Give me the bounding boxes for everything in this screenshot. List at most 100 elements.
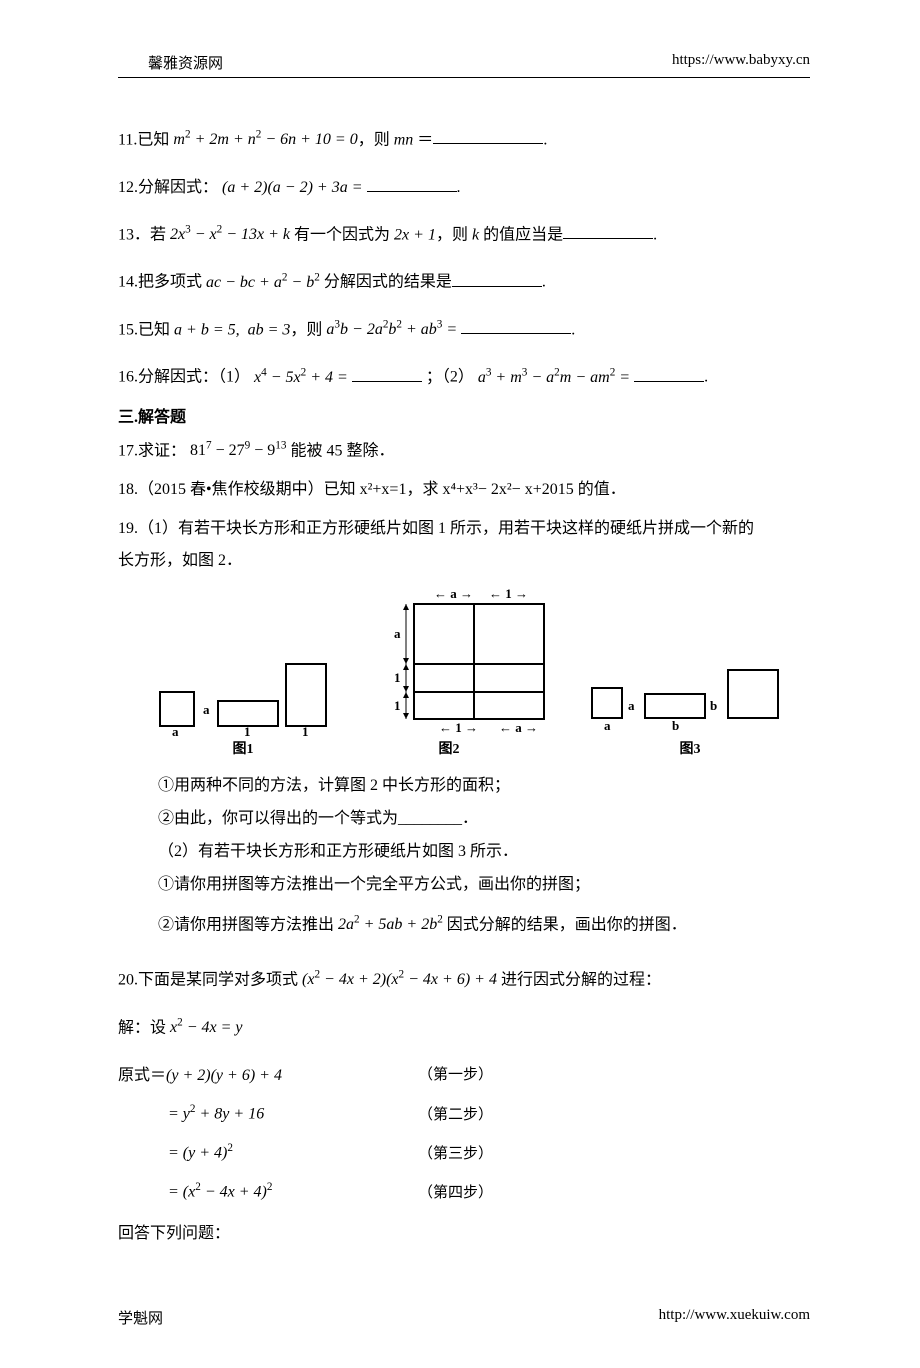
page-footer: 学魁网 http://www.xuekuiw.com [118,1307,810,1328]
p19-s5: ②请你用拼图等方法推出 2a2 + 5ab + 2b2 因式分解的结果，画出你的… [158,911,810,939]
sol4-step: （第四步） [418,1181,493,1202]
footer-right: http://www.xuekuiw.com [659,1307,810,1328]
p20-set: 解：设 x2 − 4x = y [118,1014,810,1042]
svg-text:1: 1 [244,724,251,736]
svg-text:1: 1 [302,724,309,736]
svg-text:← 1 →: ← 1 → [489,586,528,601]
figure-1: a a 1 1 图1 [158,646,328,758]
p14-expr: ac − bc + a2 − b2 [206,274,320,291]
problem-15: 15.已知 a + b = 5, ab = 3，则 a3b − 2a2b2 + … [118,316,810,344]
solution-block: 原式＝(y + 2)(y + 6) + 4 （第一步） = y2 + 8y + … [118,1061,810,1202]
p12-expr: (a + 2)(a − 2) + 3a = [222,179,363,196]
p20-expr: (x2 − 4x + 2)(x2 − 4x + 6) + 4 [302,971,497,988]
p15-expr1: a + b = 5, ab = 3 [174,321,290,338]
p17-expr: 817 − 279 − 913 [190,442,286,459]
header-left: 馨雅资源网 [118,52,223,73]
p16-expr1: x4 − 5x2 + 4 = [254,369,348,386]
p16-blank1 [352,366,422,382]
p19-s2: ②由此，你可以得出的一个等式为________． [158,805,810,832]
page: 馨雅资源网 https://www.babyxy.cn 11.已知 m2 + 2… [0,0,920,1368]
sol2-step: （第二步） [418,1103,493,1124]
figure-2-label: 图2 [334,738,564,758]
p16-mid: ；（2） [426,369,474,386]
p11-pre: 11.已知 [118,131,169,148]
p13-expr2: 2x + 1 [394,226,436,243]
solution-line-1: 原式＝(y + 2)(y + 6) + 4 （第一步） [118,1061,810,1085]
svg-text:1: 1 [394,698,401,713]
sol3-expr: = (y + 4)2 [118,1142,418,1162]
sol1-expr: 原式＝(y + 2)(y + 6) + 4 [118,1061,418,1085]
p13-blank [563,223,653,239]
p15-blank [461,318,571,334]
p19-s5-post: 因式分解的结果，画出你的拼图． [447,916,687,933]
p16-expr2: a3 + m3 − a2m − am2 = [478,369,630,386]
p20-set-pre: 解：设 [118,1019,166,1036]
problem-20: 20.下面是某同学对多项式 (x2 − 4x + 2)(x2 − 4x + 6)… [118,966,810,994]
svg-text:← a →: ← a → [499,720,538,735]
p14-post: 分解因式的结果是 [324,274,452,291]
p13-mid2: ，则 [436,226,468,243]
p12-blank [367,176,457,192]
svg-text:← a →: ← a → [434,586,473,601]
sol3-step: （第三步） [418,1142,493,1163]
p19-s5-pre: ②请你用拼图等方法推出 [158,916,334,933]
figure-1-label: 图1 [158,738,328,758]
sol4-expr: = (x2 − 4x + 4)2 [118,1181,418,1201]
figure-3: a b a b 图3 [590,656,790,758]
p17-pre: 17.求证： [118,442,186,459]
p14-blank [452,271,542,287]
problem-19-l1: 19.（1）有若干块长方形和正方形硬纸片如图 1 所示，用若干块这样的硬纸片拼成… [118,515,810,542]
page-header: 馨雅资源网 https://www.babyxy.cn [118,52,810,78]
problem-11: 11.已知 m2 + 2m + n2 − 6n + 10 = 0，则 mn ＝. [118,126,810,154]
p20-ask: 回答下列问题： [118,1220,810,1247]
figure-row: a a 1 1 图1 ← a → ← 1 → a [158,586,810,758]
p13-var: k [472,226,479,243]
sol1-pre: 原式＝ [118,1067,166,1084]
section-3-title: 三.解答题 [118,403,810,427]
p19-s5-expr: 2a2 + 5ab + 2b2 [338,916,443,933]
p15-pre: 15.已知 [118,321,170,338]
problem-12: 12.分解因式： (a + 2)(a − 2) + 3a = . [118,174,810,201]
p16-blank2 [634,366,704,382]
svg-text:1: 1 [394,670,401,685]
p20-post: 进行因式分解的过程： [501,971,661,988]
svg-text:a: a [628,698,635,713]
p16-pre: 16.分解因式：（1） [118,369,250,386]
figure-2-svg: ← a → ← 1 → a 1 1 ← 1 → ← a → [334,586,564,736]
p20-pre: 20.下面是某同学对多项式 [118,971,298,988]
p11-blank [433,128,543,144]
sol1-step: （第一步） [418,1063,493,1084]
figure-1-svg: a a 1 1 [158,646,328,736]
footer-left: 学魁网 [118,1307,163,1328]
p11-mid: ，则 [358,131,390,148]
svg-text:a: a [604,718,611,733]
svg-text:b: b [672,718,679,733]
svg-text:← 1 →: ← 1 → [439,720,478,735]
figure-2: ← a → ← 1 → a 1 1 ← 1 → ← a → [334,586,564,758]
p11-expr: m2 + 2m + n2 − 6n + 10 = 0 [173,131,357,148]
problem-16: 16.分解因式：（1） x4 − 5x2 + 4 = ；（2） a3 + m3 … [118,363,810,391]
p19-s1: ①用两种不同的方法，计算图 2 中长方形的面积； [158,772,810,799]
solution-line-2: = y2 + 8y + 16 （第二步） [118,1103,810,1124]
problem-17: 17.求证： 817 − 279 − 913 能被 45 整除． [118,437,810,465]
header-right: https://www.babyxy.cn [672,52,810,73]
svg-text:a: a [394,626,401,641]
p15-mid: ，则 [290,321,322,338]
problem-19-l2: 长方形，如图 2． [118,547,810,574]
p11-post: ＝ [417,131,433,148]
p19-s4: ①请你用拼图等方法推出一个完全平方公式，画出你的拼图； [158,871,810,898]
problem-14: 14.把多项式 ac − bc + a2 − b2 分解因式的结果是. [118,268,810,296]
p13-mid1: 有一个因式为 [294,226,390,243]
p11-var: mn [394,131,414,148]
p15-expr2: a3b − 2a2b2 + ab3 = [326,321,457,338]
solution-line-4: = (x2 − 4x + 4)2 （第四步） [118,1181,810,1202]
p13-expr1: 2x3 − x2 − 13x + k [170,226,290,243]
problem-13: 13．若 2x3 − x2 − 13x + k 有一个因式为 2x + 1，则 … [118,221,810,249]
solution-line-3: = (y + 4)2 （第三步） [118,1142,810,1163]
p13-post: 的值应当是 [483,226,563,243]
p14-pre: 14.把多项式 [118,274,202,291]
problem-19-sub: ①用两种不同的方法，计算图 2 中长方形的面积； ②由此，你可以得出的一个等式为… [118,772,810,938]
p20-set-expr: x2 − 4x = y [170,1019,243,1036]
problem-18: 18.（2015 春•焦作校级期中）已知 x²+x=1，求 x⁴+x³− 2x²… [118,476,810,503]
p17-post: 能被 45 整除． [290,442,394,459]
